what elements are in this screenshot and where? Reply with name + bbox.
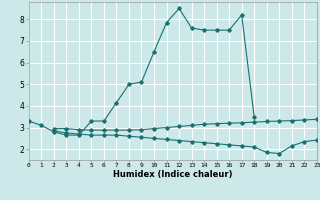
X-axis label: Humidex (Indice chaleur): Humidex (Indice chaleur) (113, 170, 233, 179)
